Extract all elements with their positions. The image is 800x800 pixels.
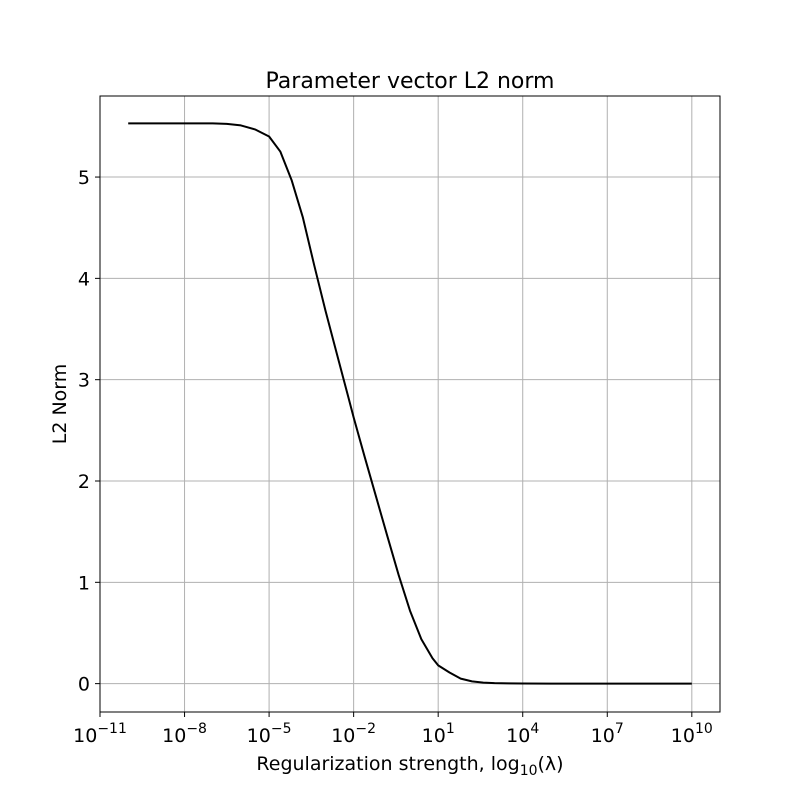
y-tick-label: 1 — [78, 572, 90, 594]
x-tick-exponent: −5 — [271, 721, 292, 737]
x-tick-exponent: 7 — [615, 721, 624, 737]
y-tick-label: 5 — [78, 167, 90, 189]
x-tick-label: 101 — [422, 721, 455, 747]
y-tick-label: 2 — [78, 471, 90, 493]
x-tick-label: 10−11 — [73, 721, 127, 747]
x-tick-exponent: 1 — [446, 721, 455, 737]
x-tick-label: 10−8 — [162, 721, 207, 747]
x-tick-label: 1010 — [671, 721, 713, 747]
x-tick-label: 10−2 — [331, 721, 376, 747]
grid-layer — [100, 96, 720, 712]
x-tick-base: 10 — [591, 725, 615, 747]
x-axis-label: Regularization strength, log10(λ) — [256, 753, 563, 779]
line-layer — [128, 122, 692, 685]
x-tick-base: 10 — [671, 725, 695, 747]
x-tick-label: 107 — [591, 721, 624, 747]
x-tick-base: 10 — [162, 725, 186, 747]
x-tick-exponent: 4 — [530, 721, 539, 737]
x-axis-label-sub: 10 — [520, 763, 538, 779]
x-tick-label: 104 — [506, 721, 539, 747]
x-tick-exponent: −2 — [355, 721, 376, 737]
x-tick-exponent: −11 — [97, 721, 127, 737]
y-tick-label: 0 — [78, 674, 90, 696]
x-tick-exponent: 10 — [695, 721, 713, 737]
x-tick-base: 10 — [422, 725, 446, 747]
chart-title: Parameter vector L2 norm — [266, 69, 555, 94]
plot-frame — [99, 95, 721, 713]
x-tick-label: 10−5 — [247, 721, 292, 747]
series-line — [128, 122, 692, 685]
x-tick-base: 10 — [331, 725, 355, 747]
x-axis-label-suffix: (λ) — [538, 753, 564, 775]
x-tick-base: 10 — [506, 725, 530, 747]
y-tick-label: 4 — [78, 268, 90, 290]
x-axis-label-prefix: Regularization strength, log — [256, 753, 519, 775]
y-axis-label: L2 Norm — [49, 364, 71, 445]
x-tick-base: 10 — [247, 725, 271, 747]
x-tick-exponent: −8 — [186, 721, 207, 737]
y-tick-label: 3 — [78, 370, 90, 392]
x-tick-base: 10 — [73, 725, 97, 747]
